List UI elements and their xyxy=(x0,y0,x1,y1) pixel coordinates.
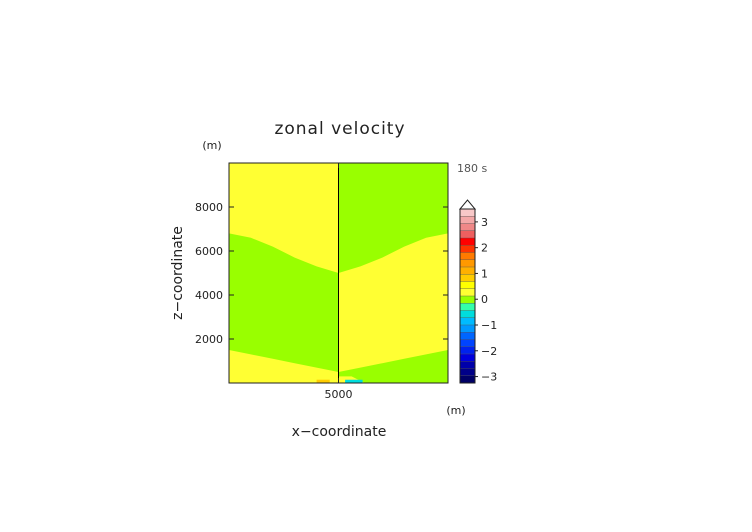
colorbar-swatch xyxy=(459,295,476,304)
plot-area: 2000 4000 6000 8000 5000 xyxy=(195,162,449,401)
colorbar-swatch xyxy=(459,230,476,239)
axis-ticks: 2000 4000 6000 8000 5000 xyxy=(195,163,448,401)
colorbar-label: −2 xyxy=(481,345,497,358)
colorbar-swatch xyxy=(459,361,476,370)
field-regions xyxy=(229,163,448,383)
y-axis-label: z−coordinate xyxy=(170,226,186,320)
colorbar-extend-triangle xyxy=(458,199,477,210)
colorbar-swatch xyxy=(459,324,476,333)
colorbar-swatch xyxy=(459,332,476,341)
chart-title: zonal velocity xyxy=(274,119,405,139)
colorbar-swatch xyxy=(459,245,476,254)
colorbar-frame xyxy=(459,208,476,384)
x-tick-label: 5000 xyxy=(325,388,353,401)
colorbar-swatch xyxy=(459,303,476,312)
colorbar-swatch xyxy=(459,310,476,319)
colorbar-swatch xyxy=(459,353,476,362)
colorbar: 3 2 1 0 −1 −2 −3 xyxy=(458,199,497,384)
bottom-right-negative-patch xyxy=(345,379,363,383)
colorbar-swatch xyxy=(459,223,476,232)
colorbar-swatch xyxy=(459,375,476,384)
y-tick-label: 8000 xyxy=(195,201,223,214)
y-tick-label: 6000 xyxy=(195,245,223,258)
colorbar-label: 1 xyxy=(481,267,488,280)
colorbar-swatch xyxy=(459,252,476,261)
colorbar-label: 3 xyxy=(481,216,488,229)
left-negative-band xyxy=(229,233,339,372)
colorbar-label: 0 xyxy=(481,293,488,306)
colorbar-swatch xyxy=(459,281,476,290)
x-unit-label: (m) xyxy=(446,404,465,417)
colorbar-label: −3 xyxy=(481,371,497,384)
bottom-left-positive-patch xyxy=(316,379,330,383)
colorbar-swatch xyxy=(459,266,476,275)
y-tick-label: 2000 xyxy=(195,333,223,346)
colorbar-swatch xyxy=(459,208,476,217)
colorbar-swatch xyxy=(459,339,476,348)
colorbar-swatch xyxy=(459,237,476,246)
colorbar-swatch xyxy=(459,317,476,326)
y-tick-label: 4000 xyxy=(195,289,223,302)
x-axis-label: x−coordinate xyxy=(292,424,387,440)
colorbar-swatch xyxy=(459,346,476,355)
y-unit-label: (m) xyxy=(202,139,221,152)
colorbar-label: −1 xyxy=(481,319,497,332)
colorbar-swatch xyxy=(459,368,476,377)
colorbar-swatch xyxy=(459,216,476,225)
time-label: 180 s xyxy=(457,162,487,175)
colorbar-swatch xyxy=(459,274,476,283)
right-negative-region xyxy=(338,163,448,273)
colorbar-swatch xyxy=(459,288,476,297)
right-bottom-negative-region xyxy=(338,350,448,383)
colorbar-label: 2 xyxy=(481,242,488,255)
colorbar-swatch xyxy=(459,259,476,268)
